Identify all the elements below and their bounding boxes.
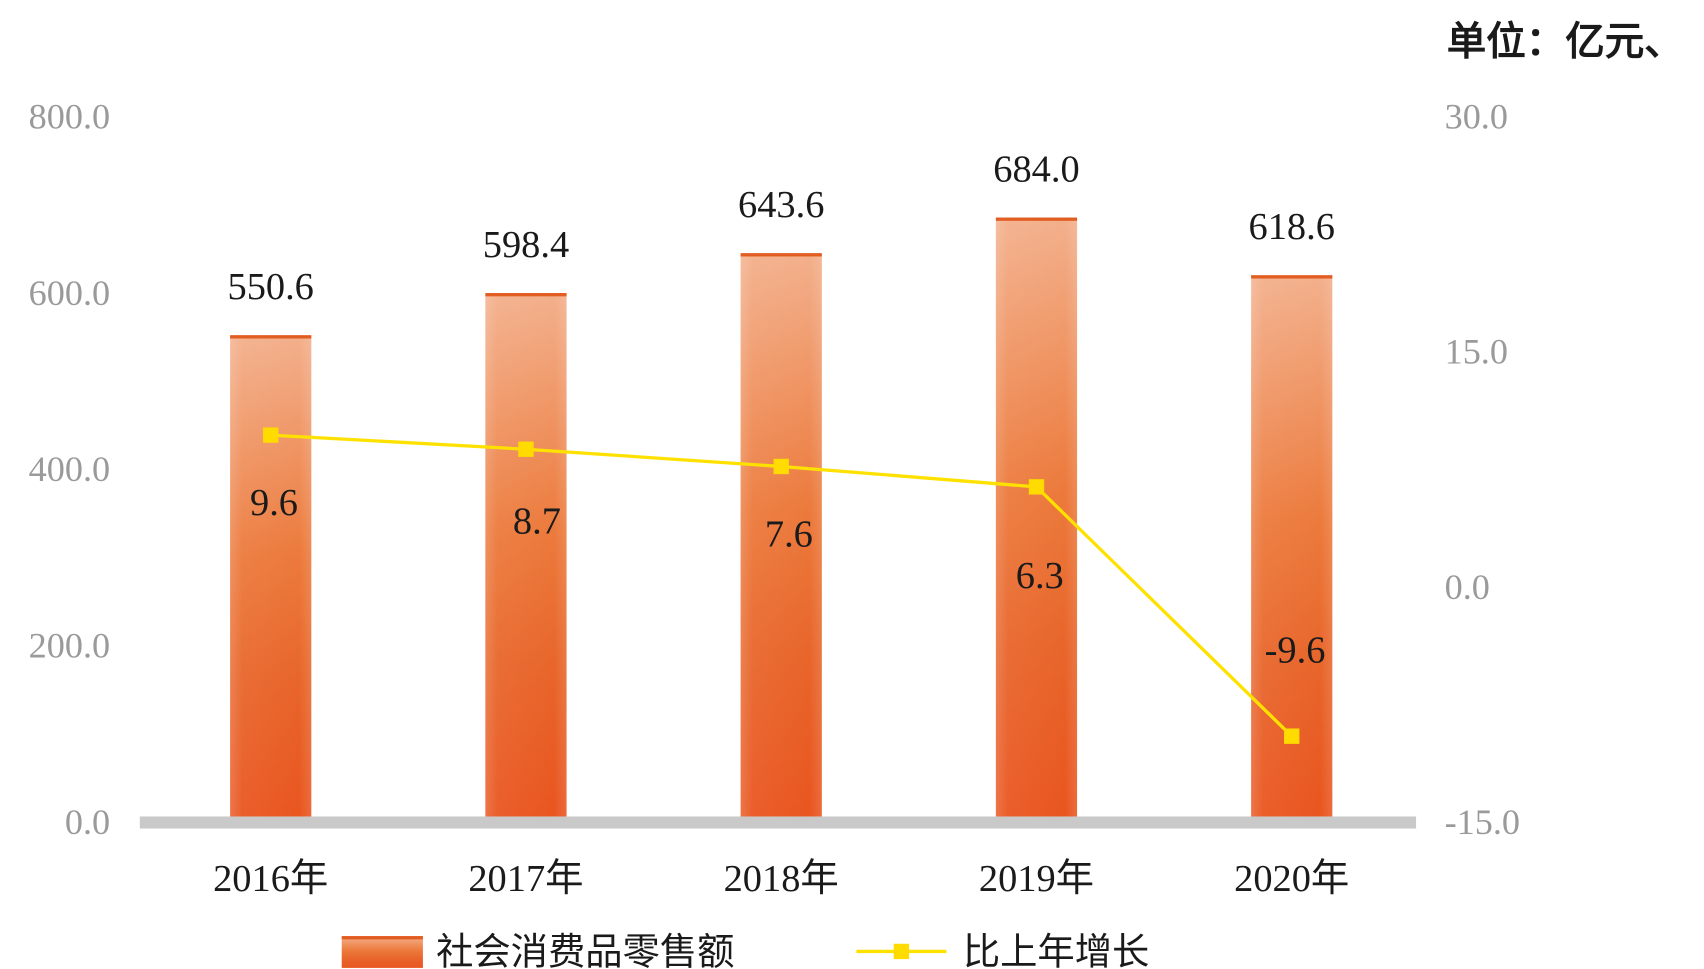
line-marker bbox=[518, 441, 534, 457]
right-tick-label: -15.0 bbox=[1445, 802, 1520, 842]
x-axis-baseline bbox=[139, 816, 1417, 829]
right-tick-label: 0.0 bbox=[1445, 567, 1490, 607]
line-series bbox=[263, 427, 1300, 744]
line-marker bbox=[263, 427, 279, 443]
left-tick-label: 200.0 bbox=[29, 626, 110, 666]
bar-top-edge bbox=[995, 217, 1078, 221]
x-tick-label: 2020年 bbox=[1234, 857, 1349, 900]
bar-sheen bbox=[230, 335, 312, 821]
bar-value-label: 598.4 bbox=[483, 224, 569, 266]
line-data-labels: 9.6 8.7 7.6 6.3 -9.6 bbox=[250, 482, 1325, 671]
left-tick-label: 400.0 bbox=[29, 449, 110, 489]
x-tick-label: 2018年 bbox=[724, 857, 839, 900]
legend: 社会消费品零售额 比上年增长 bbox=[341, 932, 1149, 969]
right-tick-label: 15.0 bbox=[1445, 332, 1508, 372]
right-y-axis: -15.0 0.0 15.0 30.0 bbox=[1445, 96, 1520, 842]
legend-bar-swatch bbox=[341, 936, 423, 968]
bar-sheen bbox=[740, 253, 822, 821]
left-tick-label: 800.0 bbox=[29, 96, 110, 136]
x-axis: 2016年 2017年 2018年 2019年 2020年 bbox=[213, 857, 1349, 900]
line-value-label: 6.3 bbox=[1016, 555, 1064, 597]
x-tick-label: 2017年 bbox=[468, 857, 583, 900]
right-tick-label: 30.0 bbox=[1445, 96, 1508, 136]
bar-top-edge bbox=[230, 335, 312, 339]
line-marker bbox=[1028, 479, 1045, 495]
line-value-label: -9.6 bbox=[1265, 630, 1326, 672]
bar-value-label: 550.6 bbox=[228, 266, 314, 308]
left-tick-label: 0.0 bbox=[65, 802, 110, 842]
bar-value-label: 618.6 bbox=[1249, 206, 1335, 248]
bar-value-label: 684.0 bbox=[993, 148, 1079, 190]
legend-item-line: 比上年增长 bbox=[856, 932, 1149, 969]
legend-bar-label: 社会消费品零售额 bbox=[436, 932, 734, 969]
bar-sheen bbox=[995, 217, 1078, 821]
bar-top-edge bbox=[740, 253, 822, 257]
bar-value-label: 643.6 bbox=[738, 184, 824, 226]
legend-line-label: 比上年增长 bbox=[963, 932, 1149, 969]
legend-item-bar: 社会消费品零售额 bbox=[341, 932, 734, 969]
bar-data-labels: 550.6 598.4 643.6 684.0 618.6 bbox=[228, 148, 1335, 308]
bar-series bbox=[230, 217, 1333, 821]
line-value-label: 7.6 bbox=[765, 514, 813, 556]
x-tick-label: 2016年 bbox=[213, 857, 328, 900]
bar-top-edge bbox=[485, 293, 567, 297]
legend-line-marker bbox=[893, 943, 910, 960]
line-value-label: 9.6 bbox=[250, 482, 298, 524]
legend-bar-swatch-edge bbox=[341, 936, 423, 940]
bar-top-edge bbox=[1251, 275, 1333, 279]
x-tick-label: 2019年 bbox=[979, 857, 1094, 900]
unit-title: 单位：亿元、 bbox=[1447, 20, 1684, 64]
left-y-axis: 0.0 200.0 400.0 600.0 800.0 bbox=[29, 96, 110, 842]
bar-sheen bbox=[485, 293, 567, 821]
left-tick-label: 600.0 bbox=[29, 273, 110, 313]
line-marker bbox=[773, 458, 789, 475]
line-marker bbox=[1284, 728, 1300, 744]
line-value-label: 8.7 bbox=[513, 501, 561, 543]
